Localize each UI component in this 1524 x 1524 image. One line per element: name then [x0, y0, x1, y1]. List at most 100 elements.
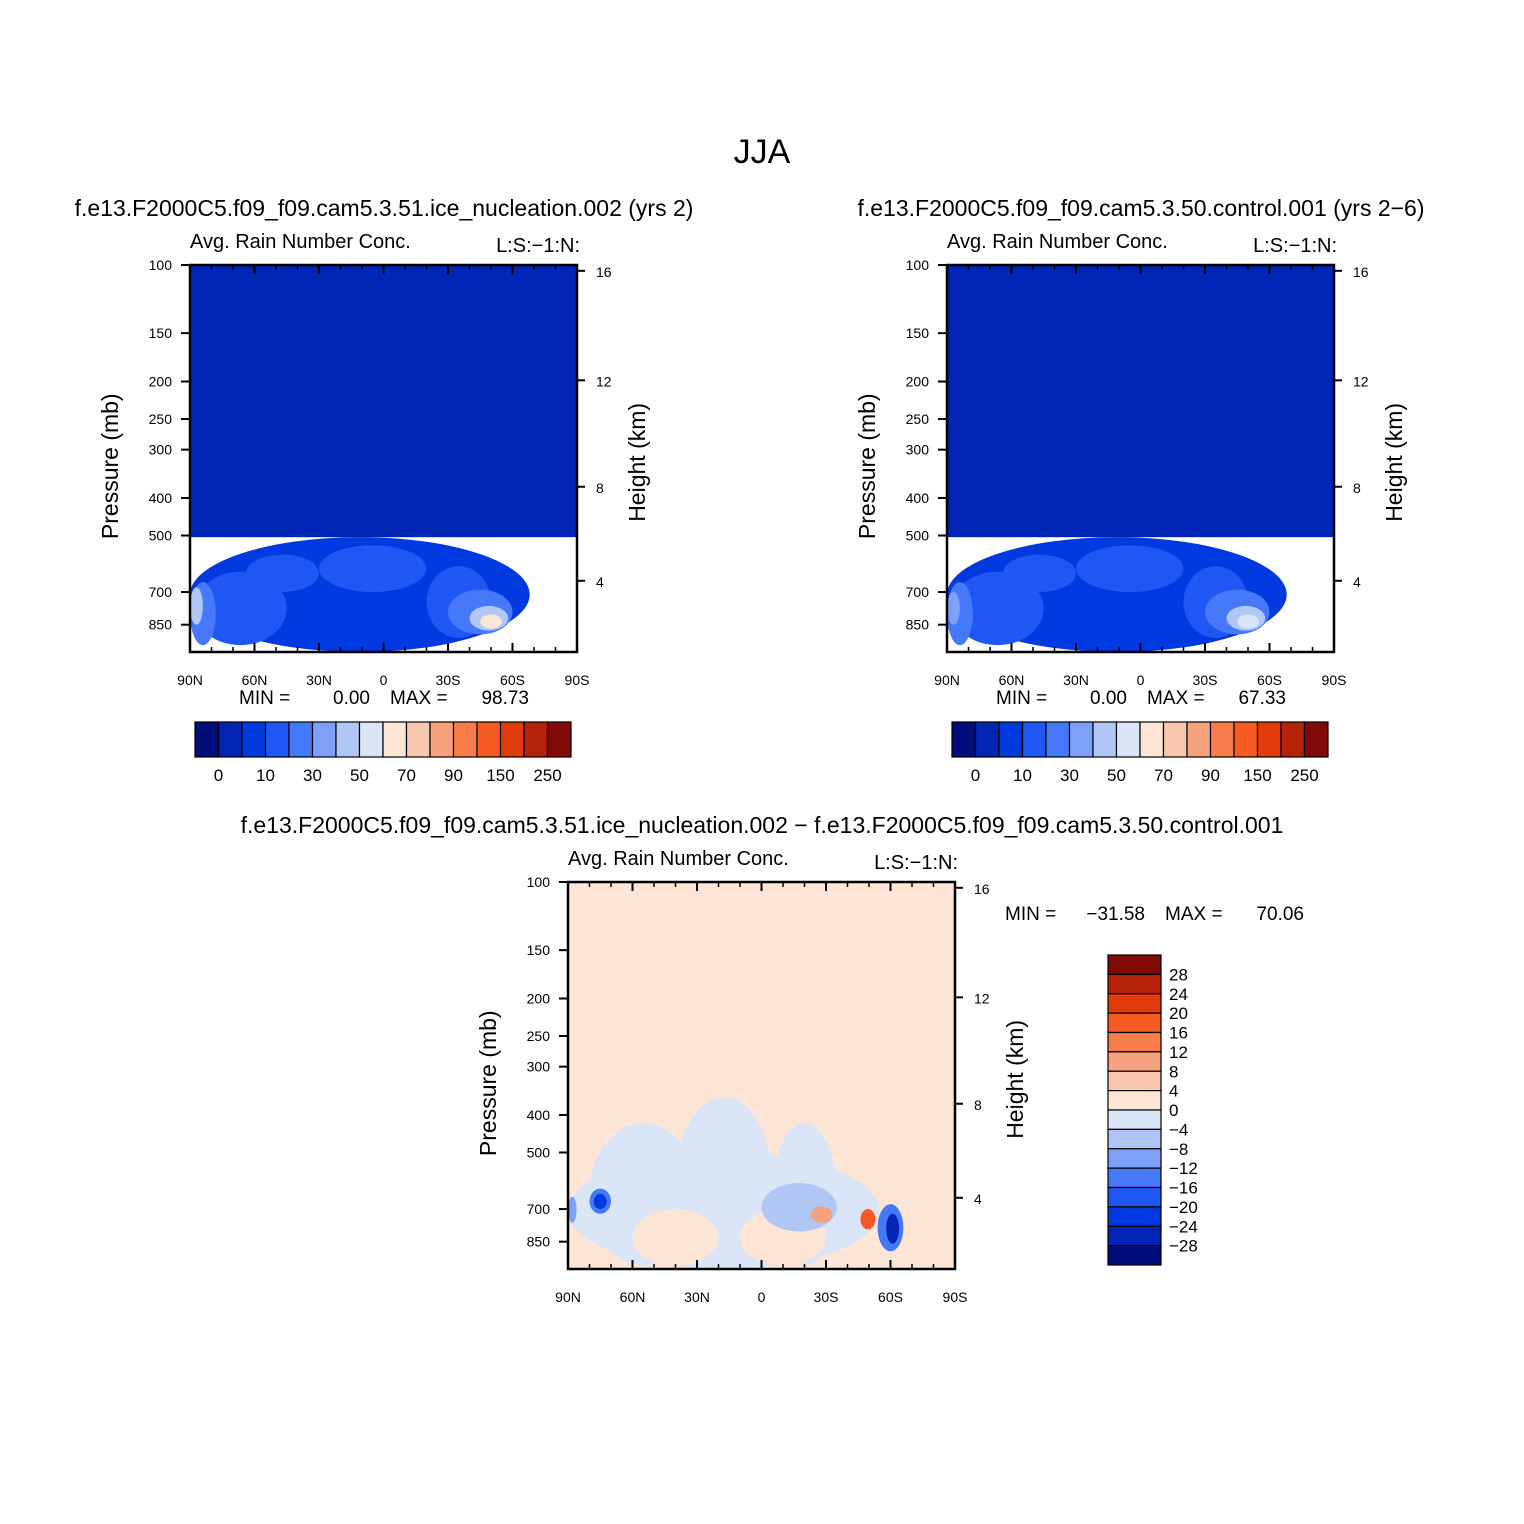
colorbar-box: [1107, 1031, 1162, 1053]
y-tick-label: 700: [906, 584, 930, 600]
colorbar-box: [1107, 993, 1162, 1014]
y-tick-label: 250: [149, 411, 173, 427]
colorbar-label: −8: [1169, 1140, 1188, 1159]
colorbar-box: [1209, 721, 1235, 758]
colorbar-label: −24: [1169, 1217, 1198, 1236]
min-label: MIN =: [996, 688, 1047, 709]
contour-region: [319, 545, 427, 593]
colorbar-box: [1045, 721, 1071, 758]
colorbar-label: 16: [1169, 1024, 1188, 1043]
panel-case-title: f.e13.F2000C5.f09_f09.cam5.3.51.ice_nucl…: [75, 195, 694, 221]
colorbar-label: 70: [397, 766, 416, 785]
colorbar-box: [1107, 1090, 1162, 1111]
x-tick-label: 0: [1137, 672, 1145, 688]
subtitle-left: Avg. Rain Number Conc.: [947, 231, 1168, 253]
y-tick-label: 500: [906, 528, 930, 544]
subtitle-left: Avg. Rain Number Conc.: [190, 231, 411, 253]
colorbar-box: [1068, 721, 1094, 758]
colorbar-label: 150: [1243, 766, 1271, 785]
min-value: 0.00: [333, 688, 370, 709]
x-tick-label: 30S: [1193, 672, 1218, 688]
colorbar-box: [1021, 721, 1047, 758]
colorbar-label: 30: [303, 766, 322, 785]
y-right-axis-label: Height (km): [1002, 1020, 1028, 1139]
colorbar-box: [523, 721, 549, 758]
contour-region: [886, 1213, 900, 1244]
colorbar-box: [476, 721, 502, 758]
x-tick-label: 90N: [555, 1289, 581, 1305]
contour-region: [951, 571, 1044, 646]
y-tick-label: 300: [906, 442, 930, 458]
contour-region: [568, 1196, 577, 1223]
colorbar-label: −16: [1169, 1179, 1198, 1198]
y-right-tick-label: 16: [974, 881, 990, 897]
y-tick-label: 100: [527, 874, 551, 890]
max-label: MAX =: [1147, 688, 1205, 709]
colorbar-box: [264, 721, 290, 758]
colorbar-box: [1107, 1167, 1162, 1189]
colorbar-label: 0: [971, 766, 980, 785]
colorbar-box: [1092, 721, 1118, 758]
colorbar-label: 20: [1169, 1004, 1188, 1023]
y-tick-label: 250: [527, 1028, 551, 1044]
x-tick-label: 90S: [1322, 672, 1347, 688]
x-tick-label: 30S: [814, 1289, 839, 1305]
colorbar-box: [1107, 1245, 1162, 1266]
colorbar-label: 50: [350, 766, 369, 785]
y-tick-label: 500: [149, 528, 173, 544]
colorbar-box: [1107, 1206, 1162, 1227]
y-tick-label: 400: [149, 490, 173, 506]
colorbar-box: [1107, 1148, 1162, 1169]
contour-region: [947, 592, 960, 625]
colorbar-label: 8: [1169, 1062, 1178, 1081]
panel-difference: f.e13.F2000C5.f09_f09.cam5.3.51.ice_nucl…: [241, 812, 1304, 1305]
y-tick-label: 700: [149, 584, 173, 600]
panel-case-title: f.e13.F2000C5.f09_f09.cam5.3.50.control.…: [857, 195, 1424, 221]
contour-region: [194, 571, 287, 646]
colorbar-box: [1107, 1186, 1162, 1208]
y-tick-label: 100: [906, 257, 930, 273]
y-right-axis-label: Height (km): [1381, 403, 1407, 522]
colorbar-label: 10: [256, 766, 275, 785]
y-right-tick-label: 12: [974, 990, 990, 1006]
colorbar-box: [1107, 1128, 1162, 1150]
y-right-tick-label: 16: [596, 264, 612, 280]
colorbar-box: [546, 721, 572, 758]
max-label: MAX =: [1165, 904, 1223, 925]
y-tick-label: 300: [149, 442, 173, 458]
colorbar-label: 250: [1290, 766, 1318, 785]
y-tick-label: 850: [149, 617, 173, 633]
contour-region: [860, 1209, 876, 1230]
panel-control: f.e13.F2000C5.f09_f09.cam5.3.50.control.…: [854, 195, 1425, 785]
colorbar-label: 12: [1169, 1043, 1188, 1062]
colorbar-box: [1107, 1051, 1162, 1072]
colorbar-box: [1162, 721, 1188, 758]
colorbar-label: 50: [1107, 766, 1126, 785]
y-axis-label: Pressure (mb): [475, 1010, 501, 1156]
x-tick-label: 90N: [177, 672, 203, 688]
y-right-tick-label: 8: [1353, 480, 1361, 496]
y-tick-label: 200: [149, 373, 173, 389]
y-right-tick-label: 12: [1353, 373, 1369, 389]
colorbar-label: 70: [1154, 766, 1173, 785]
colorbar-box: [405, 721, 431, 758]
contour-region: [947, 265, 1334, 538]
colorbar-box: [1107, 1109, 1162, 1130]
colorbar-box: [1107, 973, 1162, 995]
y-axis-label: Pressure (mb): [854, 393, 880, 539]
colorbar-label: −4: [1169, 1120, 1188, 1139]
colorbar-label: 0: [1169, 1101, 1178, 1120]
colorbar-box: [1186, 721, 1212, 758]
min-value: 0.00: [1090, 688, 1127, 709]
y-tick-label: 400: [527, 1107, 551, 1123]
colorbar-box: [452, 721, 478, 758]
colorbar-box: [1107, 1070, 1162, 1092]
y-right-tick-label: 4: [974, 1191, 982, 1207]
min-label: MIN =: [1005, 904, 1056, 925]
colorbar-label: −20: [1169, 1198, 1198, 1217]
contour-region: [1002, 554, 1076, 593]
contour-region: [632, 1209, 719, 1266]
colorbar-box: [1115, 721, 1141, 758]
contour-field: [947, 265, 1334, 652]
